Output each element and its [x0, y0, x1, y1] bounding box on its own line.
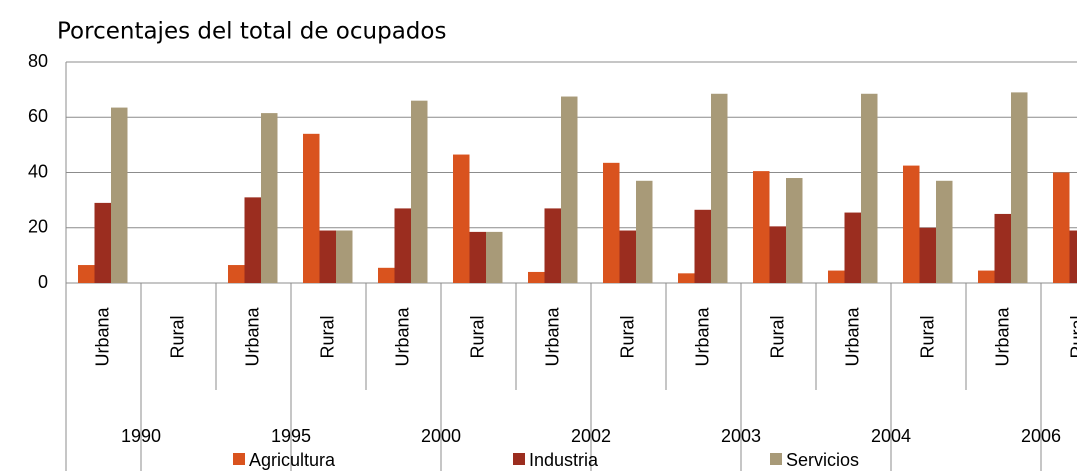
bar [244, 197, 261, 283]
x-tick-label: Urbana [992, 306, 1012, 366]
x-tick-label: Rural [1067, 315, 1077, 358]
x-tick-label: Urbana [542, 306, 562, 366]
legend-label: Agricultura [249, 450, 336, 470]
x-tick-label: Rural [467, 315, 487, 358]
bar [411, 100, 428, 283]
bar [1011, 92, 1028, 283]
group-label: 2006 [1021, 426, 1061, 446]
bar [844, 212, 861, 283]
bar [861, 93, 878, 283]
group-label: 1995 [271, 426, 311, 446]
bar [394, 208, 411, 283]
bar [769, 226, 786, 283]
bar [319, 230, 336, 283]
group-label: 2000 [421, 426, 461, 446]
y-tick-label: 80 [28, 51, 48, 71]
group-label: 2002 [571, 426, 611, 446]
bar [603, 162, 620, 283]
bar [828, 270, 845, 283]
bar [786, 178, 803, 283]
bar [919, 227, 936, 283]
x-tick-label: Urbana [842, 306, 862, 366]
bar [936, 180, 953, 283]
bar [694, 209, 711, 283]
bar [94, 202, 111, 283]
bar [303, 133, 320, 283]
bar [528, 271, 545, 283]
x-tick-label: Rural [167, 315, 187, 358]
y-tick-label: 0 [38, 272, 48, 292]
group-label: 2003 [721, 426, 761, 446]
bar [1053, 172, 1070, 283]
bar [469, 231, 486, 283]
legend-label: Industria [529, 450, 599, 470]
bar [678, 273, 695, 283]
y-tick-label: 40 [28, 161, 48, 181]
chart-title: Porcentajes del total de ocupados [57, 19, 446, 45]
bar [78, 265, 95, 283]
x-tick-label: Urbana [392, 306, 412, 366]
x-tick-label: Urbana [92, 306, 112, 366]
bar [978, 270, 995, 283]
group-label: 2004 [871, 426, 911, 446]
bar [453, 154, 470, 283]
legend-swatch [233, 453, 245, 465]
bar [711, 93, 728, 283]
bar [1069, 230, 1077, 283]
x-tick-label: Urbana [242, 306, 262, 366]
bar [994, 213, 1011, 283]
bar [378, 267, 395, 283]
bar [486, 231, 503, 283]
x-tick-label: Rural [917, 315, 937, 358]
y-tick-label: 60 [28, 106, 48, 126]
bar [261, 113, 278, 283]
bar [336, 230, 353, 283]
group-label: 1990 [121, 426, 161, 446]
bar [619, 230, 636, 283]
x-tick-label: Rural [317, 315, 337, 358]
bar [561, 96, 578, 283]
legend-swatch [513, 453, 525, 465]
legend-swatch [770, 453, 782, 465]
legend-label: Servicios [786, 450, 859, 470]
x-tick-label: Urbana [692, 306, 712, 366]
bar [228, 265, 245, 283]
x-tick-label: Rural [767, 315, 787, 358]
bar [111, 107, 128, 283]
y-tick-label: 20 [28, 217, 48, 237]
bar [544, 208, 561, 283]
x-tick-label: Rural [617, 315, 637, 358]
bar [903, 165, 920, 283]
bar [753, 171, 770, 283]
bar [636, 180, 653, 283]
